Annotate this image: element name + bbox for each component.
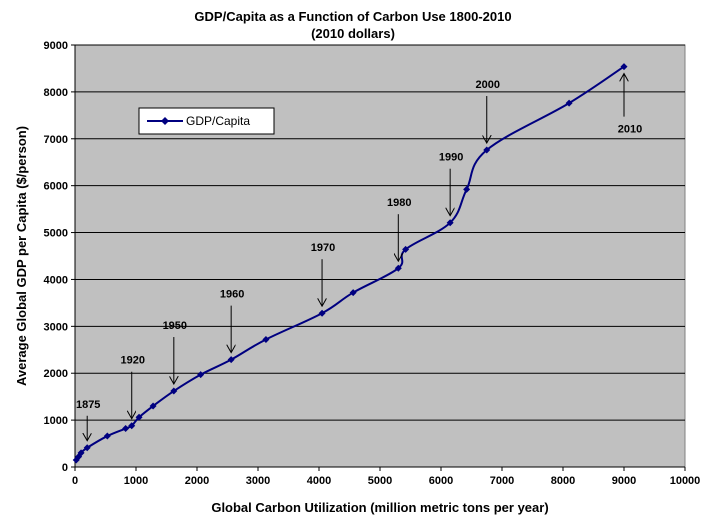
data-point <box>318 309 326 317</box>
data-point <box>565 99 573 107</box>
annotation-label: 1920 <box>120 355 144 367</box>
series-line <box>75 65 625 461</box>
chart-subtitle: (2010 dollars) <box>311 26 395 41</box>
data-point <box>83 444 91 452</box>
data-point <box>620 63 628 71</box>
x-tick-label: 4000 <box>307 475 331 487</box>
x-tick-label: 1000 <box>124 475 148 487</box>
y-tick-label: 8000 <box>44 87 68 99</box>
y-tick-label: 5000 <box>44 228 68 240</box>
y-tick-label: 2000 <box>44 368 68 380</box>
annotation-label: 1950 <box>163 320 187 332</box>
y-tick-label: 0 <box>62 462 68 474</box>
y-tick-label: 4000 <box>44 274 68 286</box>
y-axis-title: Average Global GDP per Capita ($/person) <box>14 126 29 386</box>
x-tick-label: 3000 <box>246 475 270 487</box>
annotation-label: 2010 <box>618 124 642 136</box>
data-point <box>262 335 270 343</box>
annotation-label: 1980 <box>387 197 411 209</box>
x-tick-label: 9000 <box>612 475 636 487</box>
y-tick-label: 6000 <box>44 181 68 193</box>
series-layer <box>72 63 628 464</box>
y-tick-label: 3000 <box>44 321 68 333</box>
x-axis-ticks: 0 1000 2000 3000 4000 5000 6000 7000 8000 9000 100… <box>72 467 700 487</box>
data-point <box>77 449 85 457</box>
data-point <box>135 413 143 421</box>
x-tick-label: 5000 <box>368 475 392 487</box>
x-tick-label: 6000 <box>429 475 453 487</box>
data-point <box>227 356 235 364</box>
x-tick-label: 7000 <box>490 475 514 487</box>
data-point <box>170 387 178 395</box>
annotation-label: 1970 <box>311 242 335 254</box>
data-point <box>128 422 136 430</box>
x-tick-label: 8000 <box>551 475 575 487</box>
y-tick-label: 1000 <box>44 415 68 427</box>
x-tick-label: 2000 <box>185 475 209 487</box>
data-point <box>394 264 402 272</box>
annotation-label: 1875 <box>76 399 100 411</box>
data-point <box>122 425 130 433</box>
annotation-label: 1990 <box>439 152 463 164</box>
annotation-layer: 1875 1920 1950 1960 1970 1980 1990 2000 2010 <box>76 75 642 440</box>
annotation-label: 1960 <box>220 289 244 301</box>
legend-marker <box>161 117 169 125</box>
data-point <box>463 185 471 193</box>
data-point <box>103 432 111 440</box>
y-axis-ticks: 0 1000 2000 3000 4000 5000 6000 7000 8000 9000 <box>44 40 75 474</box>
gridlines <box>74 44 685 468</box>
x-tick-label: 10000 <box>670 475 701 487</box>
y-tick-label: 9000 <box>44 40 68 52</box>
data-point <box>402 245 410 253</box>
data-point <box>197 371 205 379</box>
data-point <box>483 146 491 154</box>
y-tick-label: 7000 <box>44 134 68 146</box>
legend: GDP/Capita <box>138 107 275 135</box>
x-tick-label: 0 <box>72 475 78 487</box>
data-point <box>149 402 157 410</box>
legend-label: GDP/Capita <box>186 114 250 128</box>
data-point <box>446 219 454 227</box>
annotation-label: 2000 <box>476 79 500 91</box>
chart-title: GDP/Capita as a Function of Carbon Use 1… <box>194 9 511 24</box>
x-axis-title: Global Carbon Utilization (million metri… <box>211 500 548 515</box>
data-point <box>349 289 357 297</box>
